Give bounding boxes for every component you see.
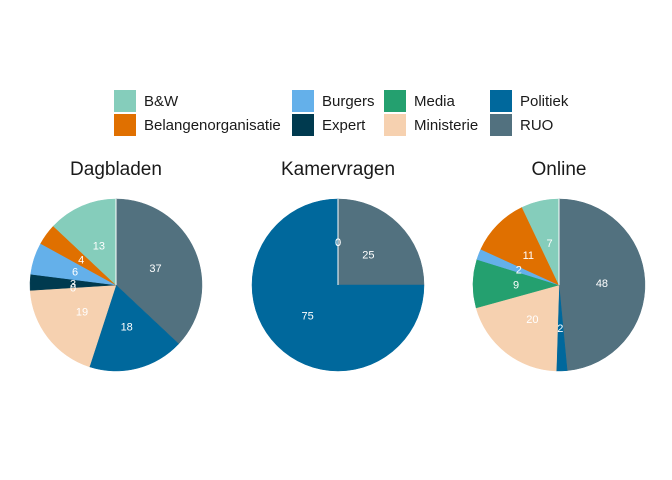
pie-slice-kamervragen-politiek (251, 198, 425, 372)
legend-swatch-media (384, 90, 406, 112)
legend-item-bandw: B&W (114, 90, 179, 112)
legend-label-belangenorganisatie: Belangenorganisatie (144, 117, 281, 134)
pie-slices (251, 198, 425, 372)
chart-panels: Dagbladen371819036413Kamervragen257500On… (29, 159, 646, 372)
slice-label-dagbladen-ruo: 37 (149, 263, 161, 275)
slice-label-dagbladen-media: 0 (70, 283, 76, 295)
pie-slices (29, 198, 203, 372)
legend-label-ruo: RUO (520, 117, 553, 134)
slice-label-online-media: 9 (513, 279, 519, 291)
legend-item-media: Media (384, 90, 456, 112)
slice-label-online-politiek: 2 (557, 323, 563, 335)
legend-label-politiek: Politiek (520, 93, 569, 110)
legend-swatch-belangenorganisatie (114, 114, 136, 136)
slice-label-online-burgers: 2 (516, 265, 522, 277)
slice-label-kamervragen-politiek: 75 (301, 310, 313, 322)
slice-label-dagbladen-belangenorganisatie: 4 (78, 255, 84, 267)
legend-item-ruo: RUO (490, 114, 553, 136)
legend-item-politiek: Politiek (490, 90, 569, 112)
slice-label-online-bandw: 7 (546, 238, 552, 250)
pie-slices (472, 198, 646, 372)
pie-slice-kamervragen-ruo (337, 198, 425, 286)
legend-label-ministerie: Ministerie (414, 117, 478, 134)
slice-label-online-ministerie: 20 (526, 314, 538, 326)
pie-slice-dagbladen-ruo (115, 198, 203, 345)
legend-label-bandw: B&W (144, 93, 179, 110)
legend-item-expert: Expert (292, 114, 366, 136)
panel-title-kamervragen: Kamervragen (281, 159, 395, 180)
pie-slice-dagbladen-politiek (89, 284, 180, 372)
panel-title-online: Online (532, 159, 587, 180)
slice-label-online-belangenorganisatie: 11 (523, 250, 534, 262)
legend-item-burgers: Burgers (292, 90, 375, 112)
legend-item-ministerie: Ministerie (384, 114, 478, 136)
legend-swatch-expert (292, 114, 314, 136)
slice-label-kamervragen-ruo: 25 (362, 250, 374, 262)
slice-label-dagbladen-ministerie: 19 (76, 306, 88, 318)
panel-title-dagbladen: Dagbladen (70, 159, 162, 180)
legend-swatch-bandw (114, 90, 136, 112)
legend-label-media: Media (414, 93, 456, 110)
legend-swatch-ministerie (384, 114, 406, 136)
legend-label-expert: Expert (322, 117, 366, 134)
pie-slice-dagbladen-bandw (52, 198, 117, 286)
legend-item-belangenorganisatie: Belangenorganisatie (114, 114, 281, 136)
legend-swatch-burgers (292, 90, 314, 112)
chart-legend: B&W Belangenorganisatie Burgers Expert Media… (114, 90, 569, 136)
slice-label-dagbladen-expert: 3 (70, 279, 76, 291)
legend-swatch-politiek (490, 90, 512, 112)
slice-label-online-ruo: 48 (596, 278, 608, 290)
slice-label-dagbladen-bandw: 13 (93, 241, 105, 253)
slice-label-dagbladen-burgers: 6 (72, 267, 78, 279)
pie-panel-kamervragen: Kamervragen257500 (251, 159, 425, 372)
legend-swatch-ruo (490, 114, 512, 136)
pie-slice-online-ministerie (475, 284, 560, 372)
legend-label-burgers: Burgers (322, 93, 375, 110)
slice-label-dagbladen-politiek: 18 (121, 322, 133, 334)
pie-slice-online-ruo (558, 198, 646, 371)
pie-slice-dagbladen-ministerie (29, 284, 117, 368)
